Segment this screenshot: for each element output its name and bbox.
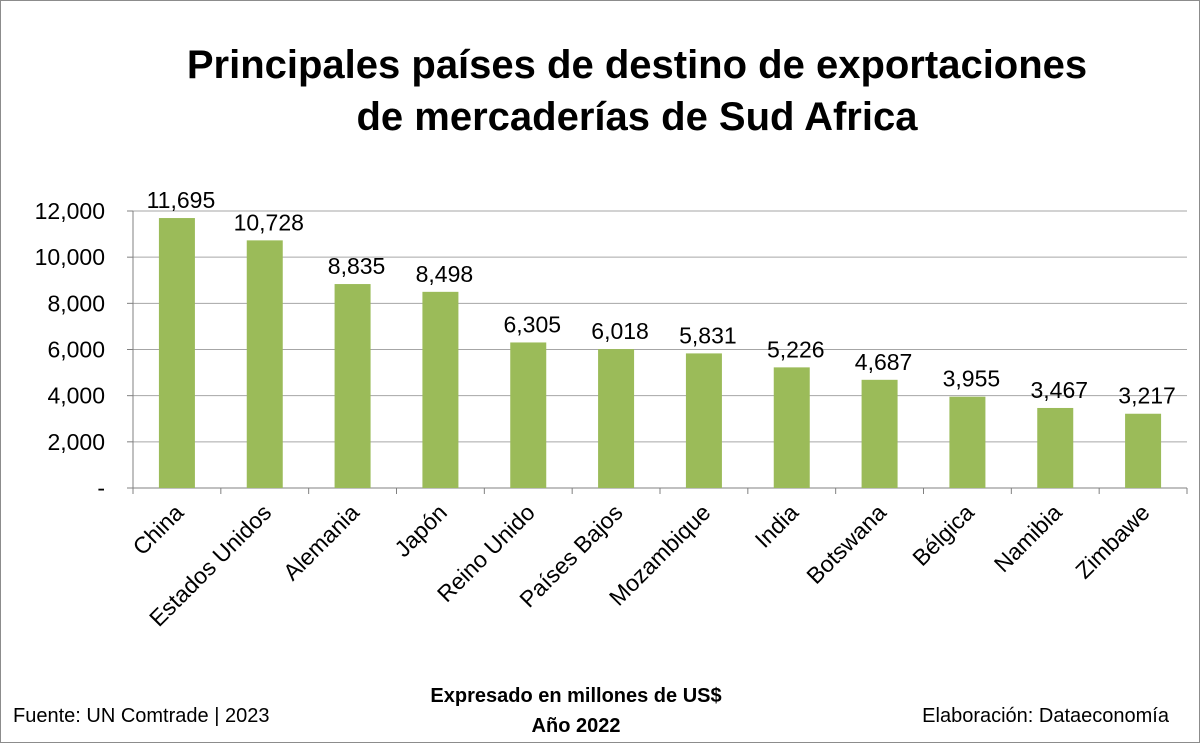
chart-title-line-2: de mercaderías de Sud Africa (356, 95, 918, 139)
data-label-6: 5,831 (679, 322, 737, 348)
data-label-10: 3,467 (1030, 377, 1088, 403)
bar-8 (861, 379, 898, 488)
y-tick-label-0: - (97, 475, 105, 501)
bar-0 (158, 218, 195, 489)
data-label-2: 8,835 (328, 253, 386, 279)
data-label-4: 6,305 (503, 311, 561, 337)
subtitle-units: Expresado en millones de US$ (430, 685, 722, 707)
data-label-3: 8,498 (416, 261, 474, 287)
bar-7 (773, 367, 810, 488)
category-label-11: Zimbawe (1070, 499, 1154, 583)
y-tick-label-2: 4,000 (47, 383, 105, 409)
subtitle-year: Año 2022 (531, 715, 621, 737)
source-note: Fuente: UN Comtrade | 2023 (13, 705, 270, 727)
data-labels: 11,695 10,728 8,835 8,498 6,305 6,018 5,831 5,2… (147, 187, 1176, 409)
y-tick-label-6: 12,000 (35, 198, 105, 224)
data-label-0: 11,695 (147, 187, 216, 213)
data-label-8: 4,687 (855, 349, 913, 375)
credit-note: Elaboración: Dataeconomía (922, 705, 1169, 727)
bar-2 (334, 284, 371, 488)
y-tick-label-5: 10,000 (35, 244, 105, 270)
chart-subtitle: Expresado en millones de US$ Año 2022 (331, 681, 821, 741)
bar-3 (422, 291, 459, 488)
chart-title-line-1: Principales países de destino de exporta… (186, 43, 1088, 87)
data-label-11: 3,217 (1118, 383, 1176, 409)
category-label-7: India (750, 499, 804, 553)
y-tick-labels: - 2,000 4,000 6,000 8,000 10,000 12,000 (35, 198, 105, 501)
data-label-7: 5,226 (767, 336, 825, 362)
category-label-9: Bélgica (907, 499, 979, 571)
bar-11 (1125, 413, 1162, 488)
y-tick-label-4: 8,000 (47, 290, 105, 316)
bars (158, 218, 1162, 489)
bar-1 (246, 240, 283, 488)
category-label-0: China (128, 499, 189, 560)
bar-6 (685, 353, 722, 488)
gridlines (133, 210, 1187, 443)
y-tick-label-3: 6,000 (47, 337, 105, 363)
y-tick-label-1: 2,000 (47, 429, 105, 455)
data-label-5: 6,018 (591, 318, 649, 344)
bar-4 (510, 342, 547, 488)
chart-title: Principales países de destino de exporta… (1, 39, 1200, 143)
data-label-9: 3,955 (943, 366, 1001, 392)
data-label-1: 10,728 (234, 209, 304, 235)
category-label-10: Namibia (989, 499, 1067, 577)
category-label-8: Botswana (801, 499, 891, 589)
bar-10 (1037, 407, 1074, 488)
category-label-3: Japón (389, 499, 452, 562)
category-label-2: Alemania (278, 499, 364, 585)
bar-9 (949, 396, 986, 488)
axes (127, 210, 1188, 494)
bar-5 (598, 349, 635, 488)
